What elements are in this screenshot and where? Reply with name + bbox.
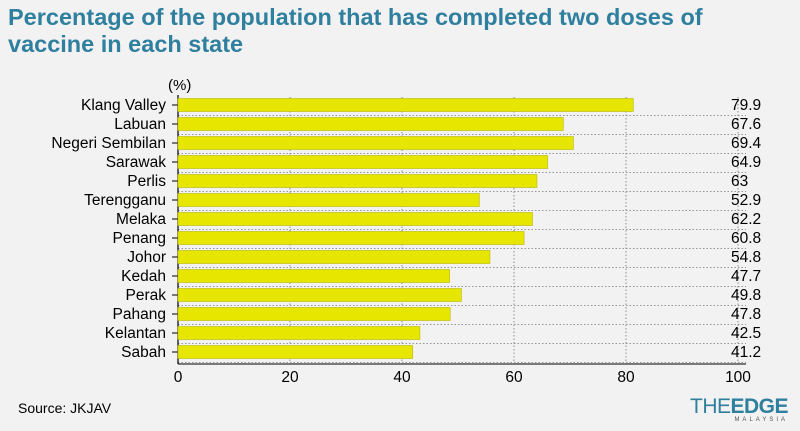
bar xyxy=(177,174,538,188)
category-label: Perak xyxy=(126,287,167,304)
bar xyxy=(177,231,525,245)
value-label: 52.9 xyxy=(731,192,761,209)
logo-subtext: MALAYSIA xyxy=(734,417,789,423)
bar xyxy=(177,193,480,207)
bars xyxy=(177,98,634,359)
logo-the: THE xyxy=(690,395,731,418)
unit-label: (%) xyxy=(168,77,191,94)
x-tick-label: 20 xyxy=(281,369,299,386)
x-tick-label: 80 xyxy=(617,369,635,386)
category-label: Pahang xyxy=(113,306,166,323)
value-label: 54.8 xyxy=(731,249,761,266)
bar xyxy=(177,136,574,150)
category-label: Sabah xyxy=(121,344,166,361)
category-label: Negeri Sembilan xyxy=(51,135,166,152)
category-label: Johor xyxy=(127,249,166,266)
category-label: Kelantan xyxy=(105,325,166,342)
category-label: Melaka xyxy=(116,211,166,228)
bar xyxy=(177,117,564,131)
category-label: Penang xyxy=(113,230,166,247)
bar xyxy=(177,345,413,359)
x-tick-labels: 0 20 40 60 80 100 xyxy=(174,369,752,386)
gridlines xyxy=(172,95,746,365)
value-labels: 79.9 67.6 69.4 64.9 63 52.9 62.2 60.8 54.8 47.7 49… xyxy=(731,97,762,361)
bar xyxy=(177,98,634,112)
value-label: 62.2 xyxy=(731,211,761,228)
category-label: Terengganu xyxy=(84,192,166,209)
bar xyxy=(177,307,451,321)
value-label: 47.7 xyxy=(731,268,761,285)
value-label: 79.9 xyxy=(731,97,761,114)
category-label: Perlis xyxy=(127,173,166,190)
value-label: 67.6 xyxy=(731,116,761,133)
value-label: 64.9 xyxy=(731,154,761,171)
x-tick-label: 0 xyxy=(174,369,183,386)
category-label: Sarawak xyxy=(106,154,167,171)
category-label: Kedah xyxy=(121,268,166,285)
category-label: Labuan xyxy=(114,116,166,133)
category-labels: Klang Valley Labuan Negeri Sembilan Sarawak… xyxy=(51,97,166,361)
bar xyxy=(177,288,462,302)
value-label: 42.5 xyxy=(731,325,761,342)
x-tick-label: 40 xyxy=(393,369,411,386)
bar xyxy=(177,269,450,283)
logo-edge: EDGE xyxy=(730,395,789,418)
value-label: 63 xyxy=(731,173,748,190)
bar xyxy=(177,326,421,340)
category-label: Klang Valley xyxy=(81,97,166,114)
source-note: Source: JKJAV xyxy=(18,400,112,416)
publisher-logo: THEEDGE MALAYSIA xyxy=(690,395,789,424)
x-tick-label: 100 xyxy=(725,369,751,386)
value-label: 41.2 xyxy=(731,344,761,361)
value-label: 69.4 xyxy=(731,135,762,152)
bar xyxy=(177,212,533,226)
value-label: 60.8 xyxy=(731,230,761,247)
x-tick-label: 60 xyxy=(505,369,523,386)
chart-title: Percentage of the population that has co… xyxy=(8,4,703,57)
bar xyxy=(177,250,491,264)
value-label: 47.8 xyxy=(731,306,761,323)
value-label: 49.8 xyxy=(731,287,761,304)
bar xyxy=(177,155,548,169)
